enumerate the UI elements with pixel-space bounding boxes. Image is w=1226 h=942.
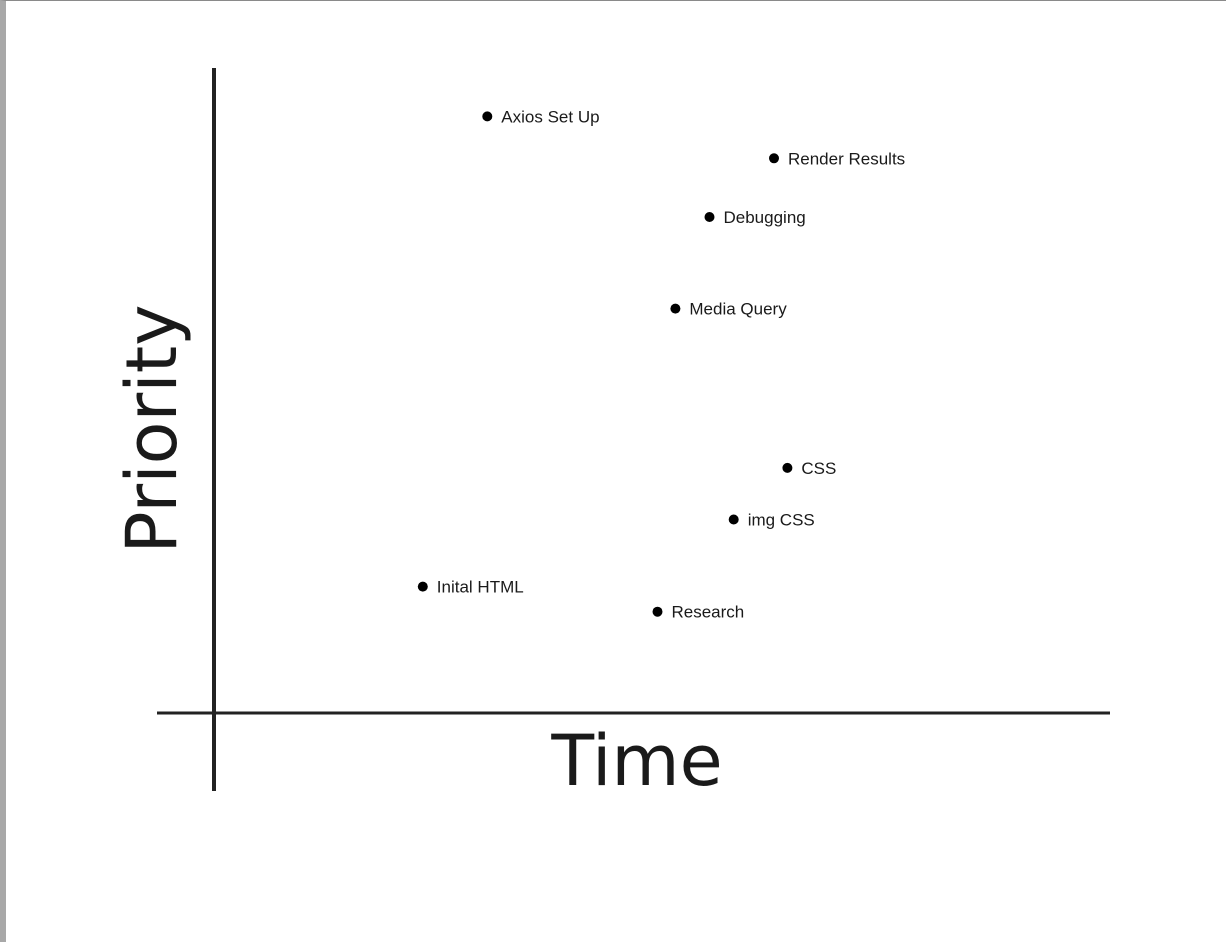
point-marker [652,606,663,617]
data-point-img-css: img CSS [728,511,815,530]
data-point-css: CSS [782,459,836,478]
point-marker [728,514,739,525]
data-point-media-query: Media Query [670,300,787,319]
point-marker [769,153,779,164]
data-point-axios-set-up: Axios Set Up [482,107,600,126]
point-marker [417,581,428,592]
point-marker [670,303,681,314]
point-label: Axios Set Up [501,107,599,126]
point-marker [782,462,793,473]
point-marker [482,111,493,122]
point-label: Inital HTML [437,578,524,597]
x-axis-title: Time [550,720,722,802]
point-label: Render Results [788,149,905,168]
point-label: CSS [801,459,836,478]
y-axis-title: Priority [111,304,193,553]
data-points: Axios Set Up Render Results Debugging Media… [417,107,905,622]
point-label: img CSS [748,511,815,530]
point-marker [704,212,715,222]
point-label: Research [672,603,745,622]
data-point-inital-html: Inital HTML [417,578,524,597]
priority-time-scatter-chart: Priority Time Axios Set Up Render Results… [111,68,1110,802]
data-point-research: Research [652,603,745,622]
point-label: Debugging [724,208,806,227]
data-point-debugging: Debugging [704,208,806,227]
point-label: Media Query [689,300,787,319]
data-point-render-results: Render Results [769,149,905,168]
